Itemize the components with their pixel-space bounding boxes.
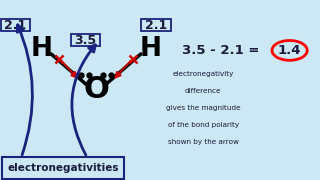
FancyBboxPatch shape	[2, 157, 124, 179]
Text: 2.1: 2.1	[4, 19, 26, 32]
FancyArrowPatch shape	[72, 45, 95, 155]
Text: H: H	[31, 36, 52, 62]
FancyBboxPatch shape	[1, 19, 30, 31]
FancyArrowPatch shape	[17, 25, 32, 155]
Text: 2.1: 2.1	[145, 19, 167, 32]
Text: O: O	[83, 75, 109, 105]
Text: H: H	[140, 36, 161, 62]
Text: electronegativity: electronegativity	[172, 71, 234, 77]
Text: of the bond polarity: of the bond polarity	[168, 122, 239, 128]
Text: 3.5 - 2.1 =: 3.5 - 2.1 =	[182, 44, 264, 57]
Text: difference: difference	[185, 88, 221, 94]
Text: gives the magnitude: gives the magnitude	[166, 105, 241, 111]
Text: electronegativities: electronegativities	[7, 163, 119, 173]
FancyBboxPatch shape	[141, 19, 171, 31]
Text: 3.5: 3.5	[75, 34, 97, 47]
Text: 1.4: 1.4	[278, 44, 301, 57]
FancyBboxPatch shape	[71, 34, 100, 46]
Text: shown by the arrow: shown by the arrow	[168, 139, 239, 145]
